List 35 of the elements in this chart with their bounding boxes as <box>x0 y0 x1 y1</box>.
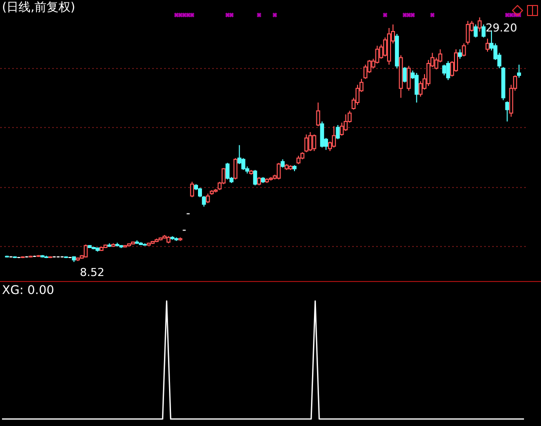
candlestick <box>308 132 312 152</box>
candlestick <box>344 114 348 132</box>
candlestick <box>316 102 320 127</box>
candlestick <box>446 60 450 81</box>
candlestick <box>312 134 316 152</box>
candlestick <box>486 38 490 52</box>
candlestick <box>442 64 446 76</box>
candlestick <box>363 64 368 80</box>
candlestick <box>304 134 308 153</box>
candlestick <box>458 48 462 60</box>
candlestick <box>406 65 411 92</box>
candlestick <box>84 244 88 258</box>
candlestick <box>517 64 522 78</box>
candlestick <box>414 72 419 104</box>
candlestick <box>375 45 380 64</box>
candlestick <box>233 158 238 180</box>
candlestick <box>206 193 210 204</box>
candlestick <box>466 20 470 46</box>
candlestick <box>482 24 486 38</box>
candlestick <box>462 42 466 57</box>
candlestick <box>454 48 458 72</box>
candlestick <box>276 162 281 180</box>
chart-title: XG: 0.00 <box>2 283 54 297</box>
candlestick <box>320 120 324 148</box>
candlestick <box>505 100 510 122</box>
text: 8.52 <box>80 266 104 279</box>
candlestick <box>478 16 482 32</box>
candlestick <box>253 169 258 186</box>
candlestick <box>332 126 336 148</box>
candlestick <box>474 24 478 38</box>
candlestick <box>190 181 194 198</box>
annotation: 29.20 <box>486 21 518 34</box>
candlestick <box>226 162 230 180</box>
candlestick <box>336 124 340 140</box>
chart-title: (日线,前复权) <box>2 0 76 14</box>
